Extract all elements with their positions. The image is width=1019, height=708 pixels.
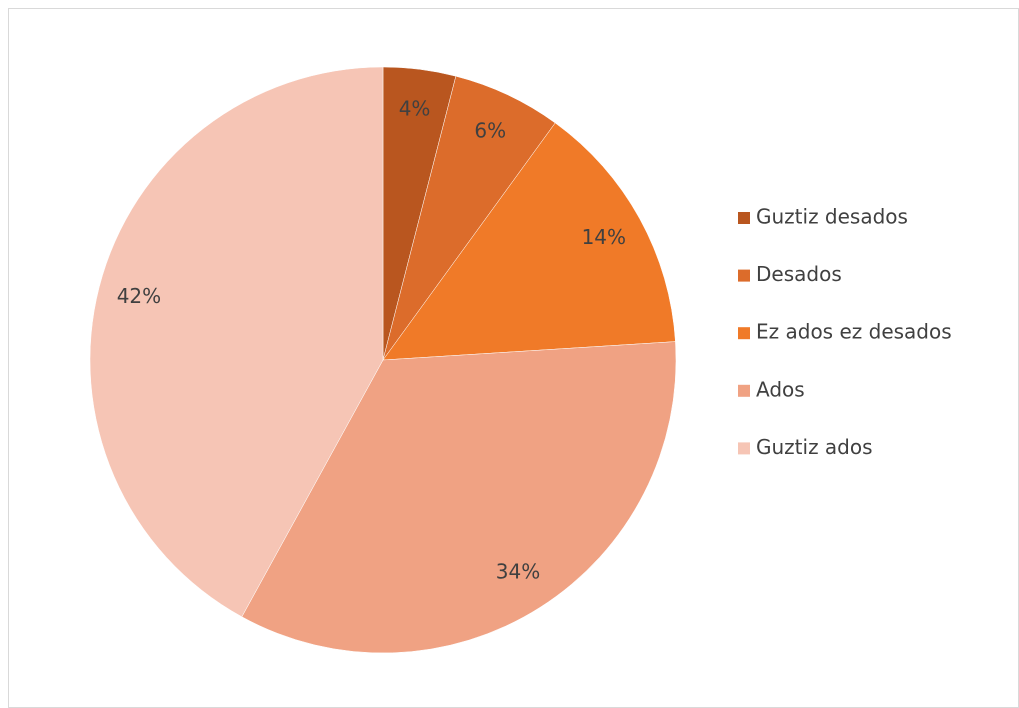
legend-label: Guztiz ados xyxy=(756,435,873,459)
legend-swatch xyxy=(738,442,750,455)
legend-label: Guztiz desados xyxy=(756,205,908,229)
data-label: 14% xyxy=(582,225,626,249)
legend-swatch xyxy=(738,269,750,282)
pie-slice xyxy=(382,122,676,361)
pie-slice xyxy=(89,66,384,618)
data-label: 42% xyxy=(117,284,161,308)
legend-swatch xyxy=(738,327,750,340)
data-label: 34% xyxy=(496,559,540,583)
data-label: 6% xyxy=(474,119,506,143)
legend-label: Desados xyxy=(756,262,842,286)
legend-label: Ez ados ez desados xyxy=(756,320,952,344)
legend-label: Ados xyxy=(756,377,805,401)
data-label: 4% xyxy=(399,97,431,121)
legend-swatch xyxy=(738,212,750,224)
legend-swatch xyxy=(738,384,750,397)
